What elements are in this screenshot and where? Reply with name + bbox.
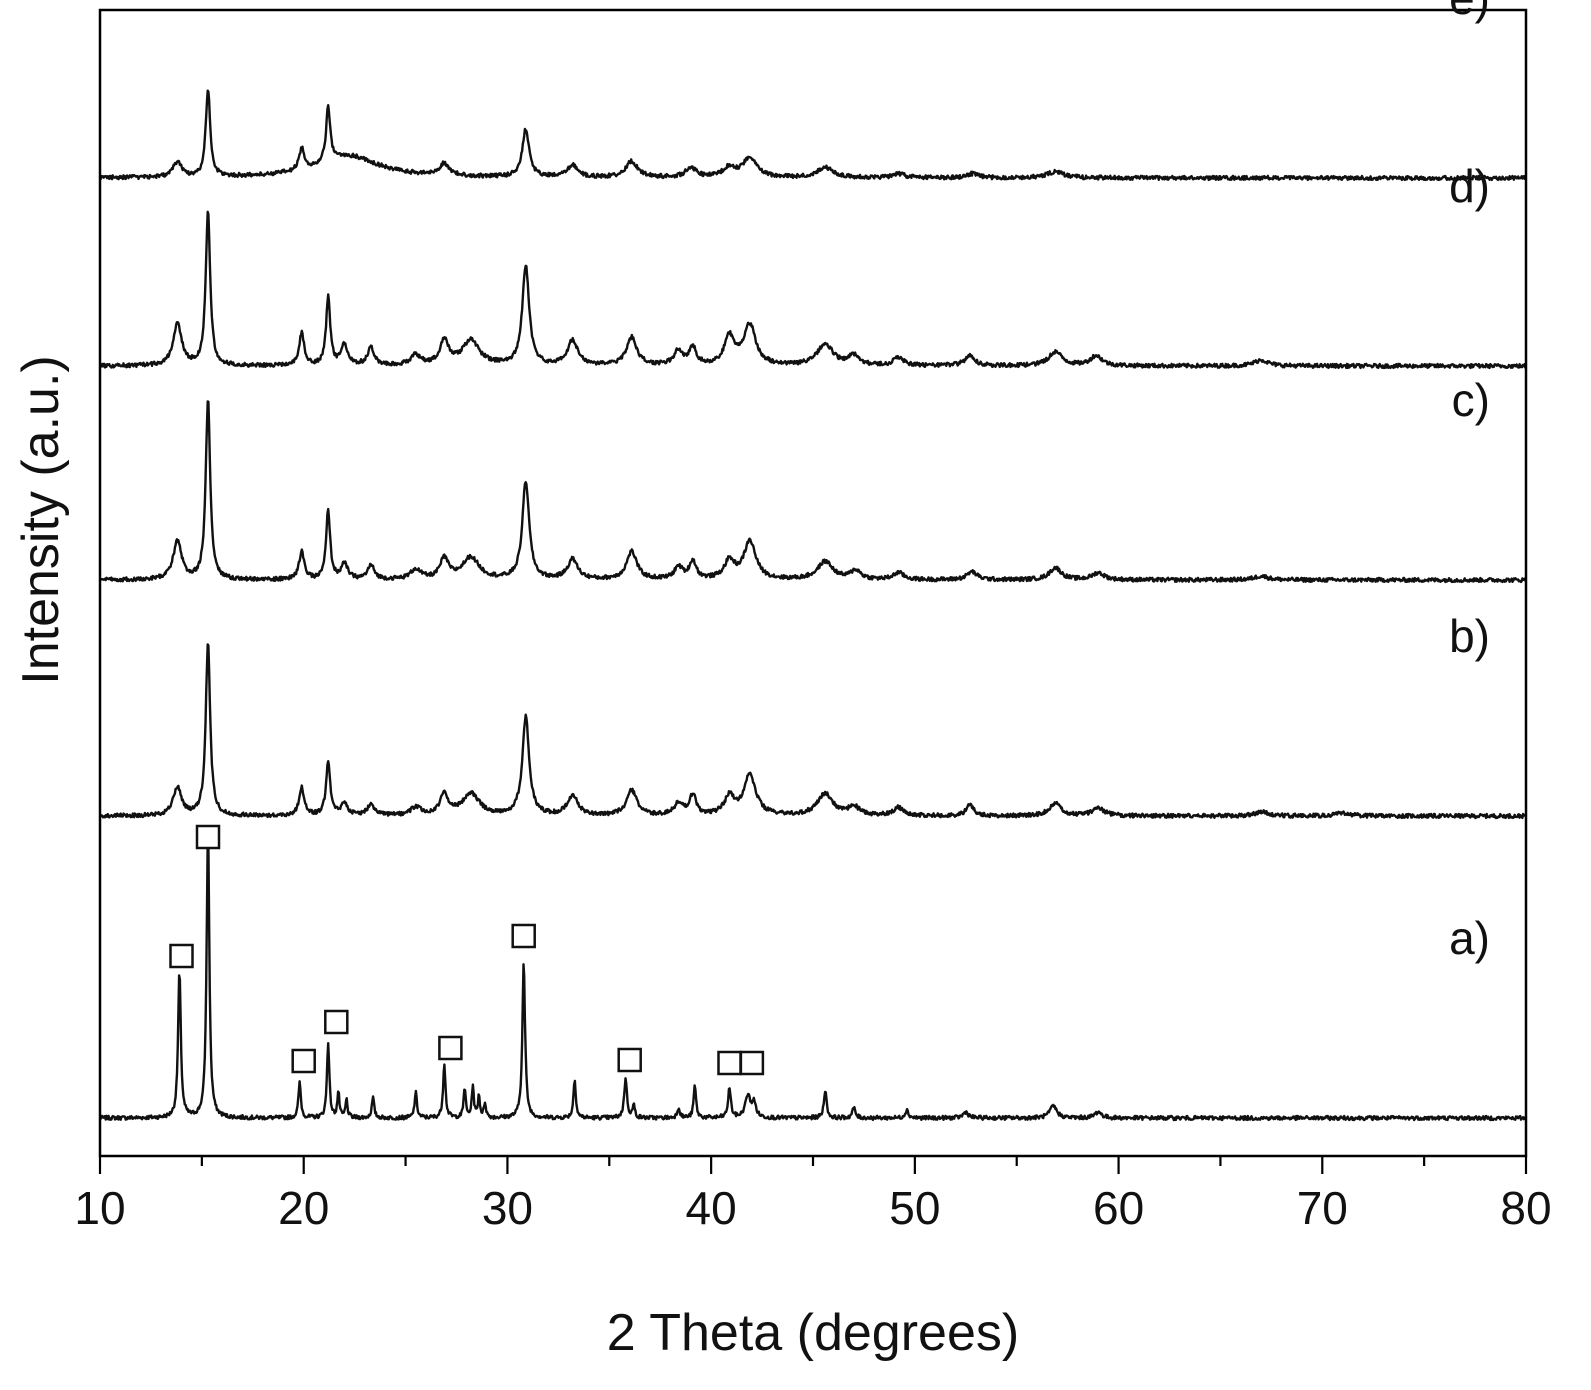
xrd-trace-c <box>98 400 1527 584</box>
xrd-trace-d <box>98 210 1528 370</box>
trace-label-a: a) <box>1449 912 1490 964</box>
x-tick-label: 80 <box>1500 1182 1551 1234</box>
trace-label-e: e) <box>1449 0 1490 24</box>
trace-label-d: d) <box>1449 160 1490 212</box>
trace-label-b: b) <box>1449 610 1490 662</box>
phase-marker <box>511 923 536 949</box>
x-tick-label: 70 <box>1297 1182 1348 1234</box>
xrd-traces <box>98 89 1528 1122</box>
phase-marker <box>169 943 194 969</box>
phase-marker-square <box>717 1050 742 1076</box>
x-tick-label: 50 <box>889 1182 940 1234</box>
phase-marker <box>438 1035 463 1061</box>
trace-labels: a) b) c) d) e) <box>1449 0 1490 964</box>
trace-label-c: c) <box>1452 374 1490 426</box>
y-axis-title: Intensity (a.u.) <box>12 355 70 684</box>
phase-markers <box>169 824 765 1076</box>
phase-marker <box>195 824 221 850</box>
phase-marker-square <box>511 923 536 949</box>
phase-marker <box>324 1009 349 1035</box>
phase-marker <box>617 1047 642 1073</box>
phase-marker-square <box>291 1048 316 1074</box>
phase-marker-square <box>195 824 221 850</box>
phase-marker-square <box>324 1009 349 1035</box>
phase-marker-square <box>169 943 194 969</box>
xrd-trace-e <box>98 89 1528 182</box>
phase-marker-square <box>617 1047 642 1073</box>
phase-marker <box>291 1048 316 1074</box>
x-tick-label: 10 <box>74 1182 125 1234</box>
phase-marker <box>717 1050 742 1076</box>
phase-marker <box>739 1050 765 1076</box>
x-tick-label: 20 <box>278 1182 329 1234</box>
x-tick-label: 60 <box>1093 1182 1144 1234</box>
xrd-trace-a <box>98 836 1528 1122</box>
phase-marker-square <box>739 1050 765 1076</box>
x-tick-label: 30 <box>482 1182 533 1234</box>
x-tick-label: 40 <box>686 1182 737 1234</box>
x-axis-title: 2 Theta (degrees) <box>607 1304 1019 1362</box>
xrd-trace-b <box>98 643 1527 820</box>
x-axis-ticks: 10 20 30 40 50 60 70 80 <box>74 1156 1552 1234</box>
phase-marker-square <box>438 1035 463 1061</box>
